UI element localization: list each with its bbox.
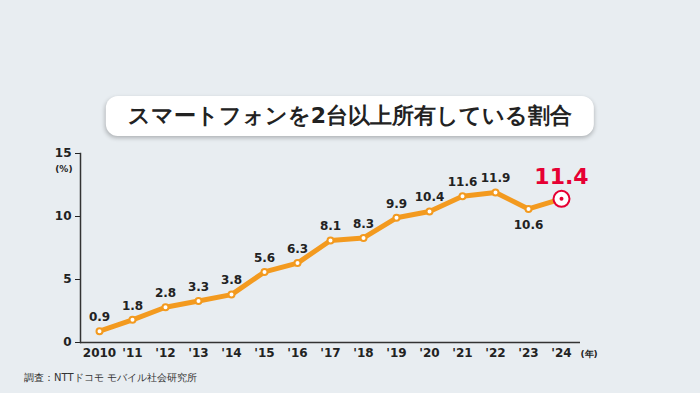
html-text:調査：NTTドコモ モバイル社会研究所: 調査：NTTドコモ モバイル社会研究所 [24, 372, 197, 383]
svg-text:6.3: 6.3 [287, 242, 308, 256]
svg-text:3.3: 3.3 [188, 280, 209, 294]
svg-text:'12: '12 [155, 346, 175, 360]
svg-text:'22: '22 [485, 346, 505, 360]
svg-text:3.8: 3.8 [221, 273, 242, 287]
svg-text:10.4: 10.4 [415, 190, 445, 204]
svg-text:'16: '16 [287, 346, 307, 360]
svg-text:'19: '19 [386, 346, 406, 360]
svg-text:8.1: 8.1 [320, 219, 341, 233]
svg-text:'18: '18 [353, 346, 373, 360]
svg-text:(年): (年) [581, 349, 598, 359]
html-text:スマートフォンを2台以上所有している割合: スマートフォンを2台以上所有している割合 [127, 103, 573, 128]
svg-text:10: 10 [55, 209, 72, 223]
svg-text:'13: '13 [188, 346, 208, 360]
svg-text:(%): (%) [55, 164, 72, 174]
svg-text:5: 5 [63, 272, 71, 286]
svg-text:'23: '23 [518, 346, 538, 360]
svg-text:'14: '14 [221, 346, 241, 360]
svg-text:'11: '11 [122, 346, 142, 360]
svg-text:8.3: 8.3 [353, 217, 374, 231]
svg-text:'17: '17 [320, 346, 340, 360]
svg-text:'20: '20 [419, 346, 439, 360]
svg-text:11.4: 11.4 [534, 164, 588, 189]
svg-text:'21: '21 [452, 346, 472, 360]
svg-text:15: 15 [55, 146, 72, 160]
svg-text:0: 0 [63, 335, 71, 349]
svg-text:2.8: 2.8 [155, 286, 176, 300]
svg-text:11.6: 11.6 [448, 175, 478, 189]
svg-text:0.9: 0.9 [89, 310, 110, 324]
svg-text:5.6: 5.6 [254, 251, 275, 265]
svg-text:2010: 2010 [83, 346, 116, 360]
svg-text:11.9: 11.9 [481, 171, 511, 185]
svg-text:'24: '24 [551, 346, 571, 360]
svg-text:'15: '15 [254, 346, 274, 360]
svg-text:9.9: 9.9 [386, 197, 407, 211]
svg-text:1.8: 1.8 [122, 299, 143, 313]
svg-text:10.6: 10.6 [514, 218, 544, 232]
